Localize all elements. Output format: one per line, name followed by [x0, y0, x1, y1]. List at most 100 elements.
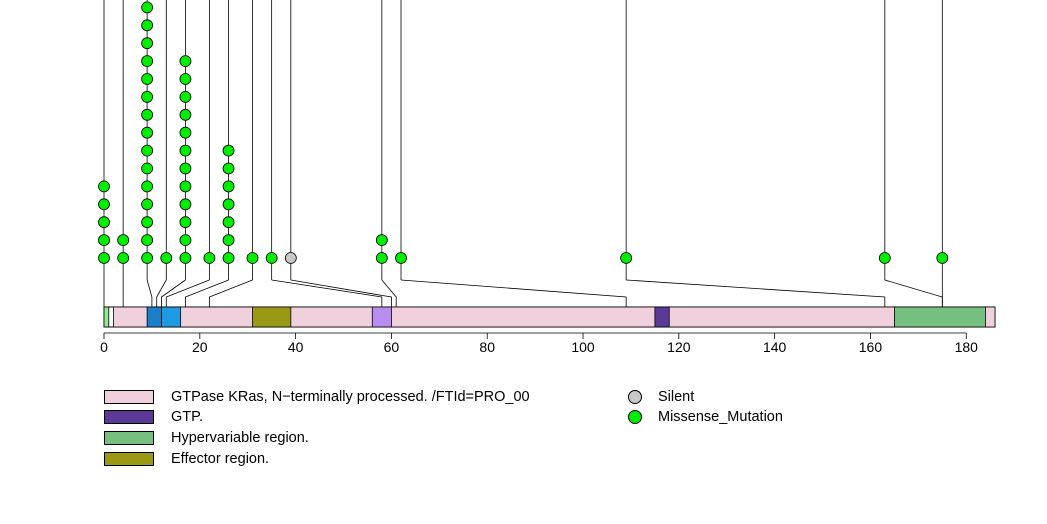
- domain-rect: [654, 306, 670, 328]
- mutation-point: [141, 144, 154, 157]
- mutation-point: [878, 252, 891, 264]
- mutation-point: [141, 180, 154, 193]
- mutation-point: [141, 73, 154, 85]
- mutation-point: [222, 252, 235, 264]
- mutation-connector: [208, 279, 253, 307]
- mutation-point: [222, 162, 235, 175]
- x-tick-label: 80: [479, 339, 495, 355]
- mutation-connector: [884, 279, 943, 307]
- legend-dot: [628, 390, 642, 404]
- domain-rect: [103, 306, 110, 328]
- x-tick-label: 160: [859, 339, 883, 355]
- mutation-point: [141, 198, 154, 211]
- legend-label: Effector region.: [171, 451, 270, 467]
- mutation-legend: Silent Missense_Mutation: [626, 389, 886, 429]
- mutation-point: [141, 19, 154, 32]
- x-tick-label: 20: [192, 339, 208, 355]
- domain-rect: [894, 306, 986, 328]
- mutation-point: [179, 234, 192, 247]
- mutation-point: [98, 216, 110, 229]
- mutation-point: [141, 108, 154, 121]
- mutation-point: [375, 234, 388, 247]
- mutation-point: [222, 216, 235, 229]
- domain-rect: [146, 306, 162, 328]
- mutation-point: [141, 162, 154, 175]
- x-tick-label: 40: [288, 339, 304, 355]
- domain-rect: [371, 306, 392, 328]
- legend-dot: [628, 410, 642, 424]
- mutation-point: [141, 37, 154, 50]
- mutation-connector: [271, 279, 383, 307]
- mutation-point: [160, 252, 173, 264]
- mutation-connector: [626, 279, 886, 307]
- domain-rect: [113, 306, 996, 328]
- mutation-stems: [103, 0, 943, 307]
- mutation-point: [179, 144, 192, 157]
- mutation-point: [179, 91, 192, 103]
- x-tick-label: 100: [571, 339, 595, 355]
- mutation-point: [141, 216, 154, 229]
- legend-label: Hypervariable region.: [171, 430, 309, 446]
- mutation-connector: [165, 279, 210, 307]
- mutation-point: [265, 252, 278, 264]
- legend-label: GTP.: [171, 409, 203, 425]
- legend-swatch: [104, 431, 154, 445]
- mutation-point: [222, 180, 235, 193]
- x-tick-label: 140: [763, 339, 787, 355]
- domain-rect: [252, 306, 292, 328]
- legend-swatch: [104, 452, 154, 466]
- legend-label: Silent: [658, 389, 695, 405]
- mutation-point: [284, 252, 297, 264]
- mutation-point: [395, 252, 407, 264]
- mutation-point: [179, 126, 192, 139]
- mutation-point: [141, 126, 154, 139]
- mutation-point: [117, 252, 130, 264]
- mutation-connector: [161, 279, 186, 307]
- mutation-point: [141, 252, 154, 264]
- x-axis: 0 20 40 60 80 100 120 140 160 180: [100, 332, 979, 355]
- legend-swatch: [104, 390, 154, 404]
- mutation-point: [222, 198, 235, 211]
- mutation-connector: [156, 279, 167, 307]
- mutation-point: [246, 252, 259, 264]
- mutation-point: [141, 1, 154, 14]
- mutation-point: [98, 234, 110, 247]
- mutation-connector: [290, 279, 392, 307]
- mutation-connector: [185, 279, 229, 307]
- mutation-point: [179, 198, 192, 211]
- x-tick-label: 60: [384, 339, 400, 355]
- mutation-point: [179, 216, 192, 229]
- mutation-point: [620, 252, 633, 264]
- mutation-connector: [381, 279, 397, 307]
- legend-label: Missense_Mutation: [658, 409, 783, 425]
- mutation-point: [117, 234, 130, 247]
- mutation-point: [141, 91, 154, 103]
- legend-label: GTPase KRas, N−terminally processed. /FT…: [171, 389, 530, 405]
- mutation-point: [179, 73, 192, 85]
- legend-swatch: [104, 410, 154, 424]
- x-tick-label: 180: [955, 339, 979, 355]
- protein-backbone: [103, 306, 996, 328]
- mutation-point: [179, 55, 192, 67]
- mutation-point: [203, 252, 216, 264]
- mutation-connector: [146, 279, 153, 307]
- mutation-connector: [400, 279, 627, 307]
- mutation-point: [375, 252, 388, 264]
- domain-rect: [161, 306, 182, 328]
- mutation-point: [179, 252, 192, 264]
- mutation-point: [98, 252, 110, 264]
- x-tick-label: 0: [100, 339, 108, 355]
- mutation-points: [98, 1, 949, 264]
- mutation-point: [222, 144, 235, 157]
- mutation-point: [936, 252, 949, 264]
- mutation-point: [98, 180, 110, 193]
- mutation-point: [179, 162, 192, 175]
- mutation-point: [141, 234, 154, 247]
- mutation-point: [179, 108, 192, 121]
- x-tick-label: 120: [667, 339, 691, 355]
- mutation-point: [179, 180, 192, 193]
- domain-legend: GTPase KRas, N−terminally processed. /FT…: [104, 389, 624, 469]
- mutation-point: [141, 55, 154, 67]
- mutation-point: [222, 234, 235, 247]
